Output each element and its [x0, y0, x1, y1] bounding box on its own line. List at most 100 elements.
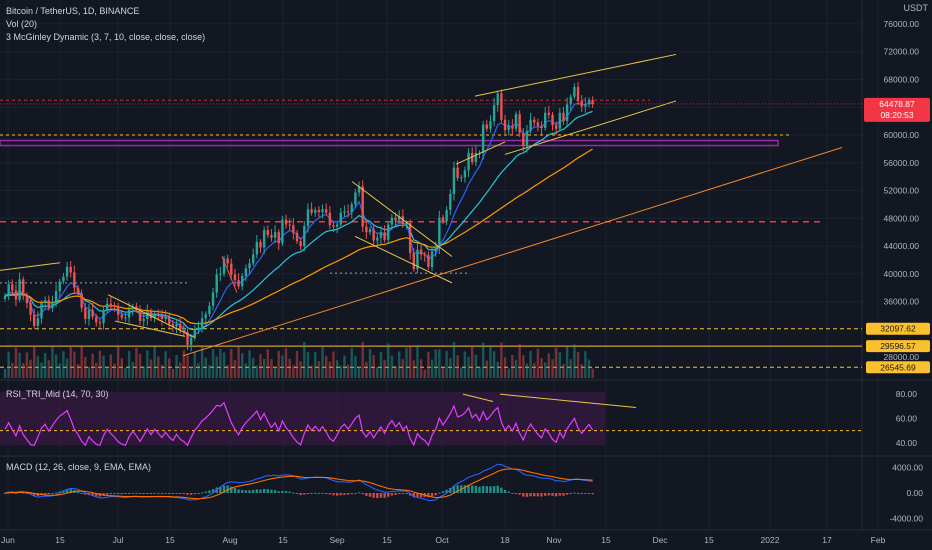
macd-histogram-bar: [277, 491, 280, 493]
macd-histogram-bar: [149, 493, 153, 494]
volume-bar: [288, 358, 291, 378]
candle-body: [226, 258, 229, 264]
time-tick-label: Jun: [1, 535, 15, 545]
candle-body: [120, 314, 123, 318]
macd-tick-label: 0.00: [906, 488, 923, 498]
macd-histogram-bar: [452, 485, 456, 493]
macd-histogram-bar: [157, 492, 160, 494]
candle-body: [383, 232, 386, 240]
macd-histogram-bar: [116, 493, 120, 494]
volume-bar: [536, 348, 540, 378]
candle-body: [474, 153, 478, 163]
trendline: [455, 141, 506, 165]
macd-histogram-bar: [241, 490, 244, 493]
volume-bar: [325, 355, 328, 378]
price-tick-label: 76000.00: [884, 19, 920, 29]
candle-body: [460, 177, 463, 179]
volume-bar: [244, 363, 248, 378]
price-tick-label: 48000.00: [884, 213, 920, 223]
mcginley-legend[interactable]: 3 McGinley Dynamic (3, 7, 10, close, clo…: [6, 32, 206, 42]
volume-bar: [434, 349, 437, 378]
macd-histogram-bar: [168, 493, 171, 494]
volume-bar: [76, 364, 80, 378]
candle-body: [131, 306, 134, 310]
candle-body: [427, 255, 430, 267]
price-tick-label: 40000.00: [884, 269, 920, 279]
macd-histogram-bar: [186, 493, 189, 495]
volume-bar: [503, 357, 507, 378]
macd-histogram-bar: [518, 493, 521, 495]
macd-histogram-bar: [135, 492, 138, 494]
candle-body: [266, 230, 269, 235]
candle-body: [281, 219, 284, 244]
candle-body: [58, 281, 61, 292]
volume-legend[interactable]: Vol (20): [6, 19, 38, 29]
macd-histogram-bar: [540, 493, 543, 497]
candle-body: [284, 219, 288, 225]
candle-body: [368, 229, 372, 233]
macd-legend[interactable]: MACD (12, 26, close, 9, EMA, EMA): [6, 462, 152, 472]
macd-histogram-bar: [467, 484, 470, 493]
macd-histogram-bar: [252, 490, 255, 493]
macd-histogram-bar: [142, 493, 145, 494]
macd-histogram-bar: [244, 490, 248, 493]
macd-histogram-bar: [270, 489, 273, 493]
volume-bar: [507, 368, 510, 378]
rsi-legend[interactable]: RSI_TRI_Mid (14, 70, 30): [6, 389, 109, 399]
macd-tick-label: 4000.00: [892, 463, 923, 473]
candle-body: [237, 280, 240, 287]
trendline: [0, 262, 61, 271]
macd-histogram-bar: [43, 493, 47, 495]
volume-bar: [230, 349, 233, 378]
macd-histogram-bar: [500, 487, 503, 493]
volume-bar: [95, 363, 98, 378]
candle-body: [317, 209, 321, 213]
macd-histogram-bar: [193, 493, 196, 495]
horizontal-levels: [0, 99, 862, 368]
macd-tick-label: -4000.00: [889, 513, 923, 523]
rsi-line: [4, 401, 594, 447]
volume-bar: [449, 358, 452, 378]
candle-body: [343, 211, 346, 213]
volume-bar: [350, 348, 353, 378]
volume-bar: [481, 342, 485, 378]
macd-histogram-bar: [58, 491, 61, 493]
volume-bar: [317, 361, 321, 378]
macd-histogram-bar: [565, 493, 569, 495]
volume-bar: [215, 356, 218, 378]
macd-histogram-bar: [489, 486, 492, 493]
candle-body: [511, 125, 514, 129]
macd-histogram-bar: [587, 493, 591, 494]
volume-bar: [514, 359, 518, 378]
macd-histogram-bar: [547, 493, 551, 496]
time-tick-label: Feb: [871, 535, 886, 545]
volume-bar: [22, 363, 25, 378]
candle-body: [540, 125, 543, 129]
volume-bar: [354, 355, 357, 378]
macd-histogram-bar: [160, 492, 164, 494]
time-tick-label: Nov: [546, 535, 562, 545]
symbol-legend[interactable]: Bitcoin / TetherUS, 1D, BINANCE: [6, 6, 140, 16]
candle-body: [36, 318, 40, 326]
candle-body: [536, 122, 540, 126]
candle-body: [109, 303, 113, 306]
macd-histogram-bar: [175, 493, 178, 494]
volume-bar: [365, 362, 368, 378]
candle-body: [149, 311, 153, 319]
macd-histogram-bar: [233, 487, 237, 493]
candle-body: [438, 217, 441, 248]
macd-histogram-bar: [430, 493, 434, 497]
candle-body: [339, 212, 342, 225]
volume-bar: [554, 347, 558, 378]
candle-body: [325, 209, 328, 213]
volume-bar: [3, 369, 7, 378]
volume-bar: [361, 342, 364, 378]
volume-bar: [478, 367, 481, 378]
price-axis: 76000.0072000.0068000.0064000.0060000.00…: [0, 19, 930, 374]
macd-histogram-bar: [288, 491, 291, 493]
candle-body: [430, 251, 434, 267]
candle-body: [525, 130, 529, 147]
volume-bar: [544, 362, 547, 378]
candle-body: [244, 268, 248, 276]
